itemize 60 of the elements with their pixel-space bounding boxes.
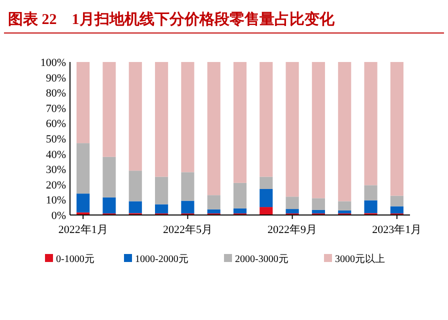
bar [233,62,247,183]
bar [128,170,142,202]
bar [338,62,352,202]
legend-label: 1000-2000元 [135,254,188,265]
bar [364,185,378,200]
bar [312,210,325,214]
bar [76,143,90,194]
bar [390,206,404,214]
bar [128,62,142,171]
bar [390,196,404,206]
y-tick-label: 0% [51,210,66,222]
y-tick-label: 100% [40,57,66,69]
bar [260,188,273,208]
bar [233,182,247,208]
bar [207,195,220,210]
x-tick-label: 2022年9月 [268,224,318,236]
bar [181,200,194,214]
bar [364,200,378,214]
bar [286,209,299,214]
bar [76,194,90,212]
legend-label: 3000元以上 [335,253,385,265]
bar [76,62,90,144]
bar [390,62,404,196]
x-tick-label: 2022年5月 [162,224,212,236]
bar [233,208,247,214]
y-tick-label: 70% [46,102,66,115]
bar [260,207,273,215]
bar [338,201,352,210]
bar [181,172,194,201]
bar [286,62,299,197]
x-tick-label: 2022年1月 [58,224,108,236]
y-tick-label: 30% [46,164,66,176]
bar [155,204,168,214]
bar [207,62,220,196]
bar [102,62,116,157]
bar [181,62,194,172]
bar [338,210,352,214]
bar [260,62,273,177]
y-tick-label: 50% [46,134,66,146]
bar [128,201,142,214]
y-tick-label: 90% [46,72,66,84]
legend-label: 0-1000元 [56,254,94,265]
x-tick-label: 2023年1月 [372,224,422,236]
legend-label: 2000-3000元 [235,254,288,265]
y-tick-label: 20% [46,179,66,192]
bar [155,176,168,204]
bar [155,62,168,177]
bar [102,197,116,214]
bar [312,62,325,198]
y-tick-label: 80% [46,88,66,100]
bar [364,62,378,186]
bar [312,198,325,210]
bar [260,176,273,189]
bar [102,156,116,198]
y-tick-label: 40% [46,148,66,161]
bar [207,209,220,214]
bar [286,196,299,210]
chart-title: 图表 22 1月扫地机线下分价格段零售量占比变化 [8,10,336,28]
y-tick-label: 60% [46,118,66,130]
y-tick-label: 10% [46,194,66,207]
